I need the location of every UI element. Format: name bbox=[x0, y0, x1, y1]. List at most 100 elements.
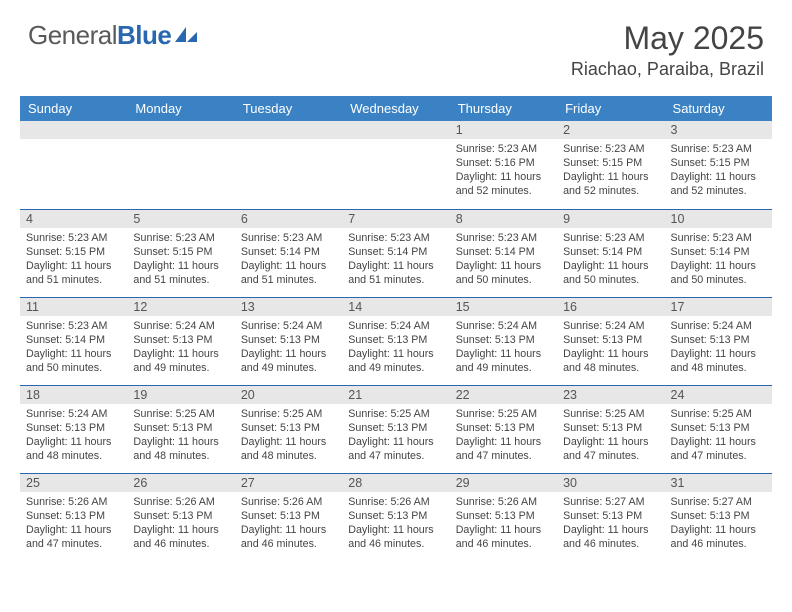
daylight-text: Daylight: 11 hours and 46 minutes. bbox=[348, 523, 443, 551]
day-number: 9 bbox=[557, 210, 664, 228]
sunrise-text: Sunrise: 5:25 AM bbox=[241, 407, 336, 421]
sunset-text: Sunset: 5:15 PM bbox=[26, 245, 121, 259]
daylight-text: Daylight: 11 hours and 51 minutes. bbox=[241, 259, 336, 287]
sunrise-text: Sunrise: 5:26 AM bbox=[348, 495, 443, 509]
sunset-text: Sunset: 5:13 PM bbox=[456, 421, 551, 435]
day-number: 8 bbox=[450, 210, 557, 228]
daylight-text: Daylight: 11 hours and 49 minutes. bbox=[456, 347, 551, 375]
daylight-text: Daylight: 11 hours and 51 minutes. bbox=[133, 259, 228, 287]
sunrise-text: Sunrise: 5:26 AM bbox=[133, 495, 228, 509]
daylight-text: Daylight: 11 hours and 52 minutes. bbox=[563, 170, 658, 198]
col-header: Monday bbox=[127, 96, 234, 121]
daylight-text: Daylight: 11 hours and 47 minutes. bbox=[671, 435, 766, 463]
day-details: Sunrise: 5:23 AMSunset: 5:15 PMDaylight:… bbox=[127, 228, 234, 292]
day-number: 23 bbox=[557, 386, 664, 404]
day-number: 1 bbox=[450, 121, 557, 139]
day-cell: 18Sunrise: 5:24 AMSunset: 5:13 PMDayligh… bbox=[20, 385, 127, 473]
sunset-text: Sunset: 5:13 PM bbox=[133, 509, 228, 523]
sunrise-text: Sunrise: 5:25 AM bbox=[348, 407, 443, 421]
day-details: Sunrise: 5:23 AMSunset: 5:15 PMDaylight:… bbox=[557, 139, 664, 203]
daylight-text: Daylight: 11 hours and 50 minutes. bbox=[456, 259, 551, 287]
day-details: Sunrise: 5:23 AMSunset: 5:15 PMDaylight:… bbox=[665, 139, 772, 203]
day-number: 24 bbox=[665, 386, 772, 404]
sunset-text: Sunset: 5:13 PM bbox=[456, 333, 551, 347]
calendar-subtitle: Riachao, Paraiba, Brazil bbox=[571, 59, 764, 80]
day-details: Sunrise: 5:25 AMSunset: 5:13 PMDaylight:… bbox=[557, 404, 664, 468]
sunrise-text: Sunrise: 5:23 AM bbox=[671, 231, 766, 245]
daylight-text: Daylight: 11 hours and 50 minutes. bbox=[563, 259, 658, 287]
sunset-text: Sunset: 5:13 PM bbox=[348, 333, 443, 347]
day-number: 17 bbox=[665, 298, 772, 316]
day-cell: 28Sunrise: 5:26 AMSunset: 5:13 PMDayligh… bbox=[342, 473, 449, 561]
day-number: 12 bbox=[127, 298, 234, 316]
sunrise-text: Sunrise: 5:23 AM bbox=[456, 142, 551, 156]
daylight-text: Daylight: 11 hours and 50 minutes. bbox=[671, 259, 766, 287]
day-cell: 11Sunrise: 5:23 AMSunset: 5:14 PMDayligh… bbox=[20, 297, 127, 385]
day-number: 4 bbox=[20, 210, 127, 228]
sunset-text: Sunset: 5:14 PM bbox=[241, 245, 336, 259]
sunrise-text: Sunrise: 5:25 AM bbox=[456, 407, 551, 421]
day-details: Sunrise: 5:25 AMSunset: 5:13 PMDaylight:… bbox=[127, 404, 234, 468]
day-details: Sunrise: 5:26 AMSunset: 5:13 PMDaylight:… bbox=[450, 492, 557, 556]
day-cell: 19Sunrise: 5:25 AMSunset: 5:13 PMDayligh… bbox=[127, 385, 234, 473]
day-cell: 25Sunrise: 5:26 AMSunset: 5:13 PMDayligh… bbox=[20, 473, 127, 561]
sunset-text: Sunset: 5:15 PM bbox=[671, 156, 766, 170]
day-details: Sunrise: 5:24 AMSunset: 5:13 PMDaylight:… bbox=[235, 316, 342, 380]
day-number: 26 bbox=[127, 474, 234, 492]
day-cell: 22Sunrise: 5:25 AMSunset: 5:13 PMDayligh… bbox=[450, 385, 557, 473]
sunset-text: Sunset: 5:13 PM bbox=[348, 509, 443, 523]
daylight-text: Daylight: 11 hours and 47 minutes. bbox=[26, 523, 121, 551]
logo: GeneralBlue bbox=[28, 20, 197, 51]
day-details: Sunrise: 5:23 AMSunset: 5:14 PMDaylight:… bbox=[235, 228, 342, 292]
day-number: 14 bbox=[342, 298, 449, 316]
day-details: Sunrise: 5:24 AMSunset: 5:13 PMDaylight:… bbox=[557, 316, 664, 380]
day-number: 18 bbox=[20, 386, 127, 404]
sunrise-text: Sunrise: 5:25 AM bbox=[563, 407, 658, 421]
sunset-text: Sunset: 5:13 PM bbox=[133, 421, 228, 435]
sunset-text: Sunset: 5:14 PM bbox=[563, 245, 658, 259]
day-number bbox=[127, 121, 234, 139]
daylight-text: Daylight: 11 hours and 50 minutes. bbox=[26, 347, 121, 375]
sunset-text: Sunset: 5:14 PM bbox=[671, 245, 766, 259]
sunrise-text: Sunrise: 5:26 AM bbox=[456, 495, 551, 509]
day-cell: 29Sunrise: 5:26 AMSunset: 5:13 PMDayligh… bbox=[450, 473, 557, 561]
day-cell: 2Sunrise: 5:23 AMSunset: 5:15 PMDaylight… bbox=[557, 121, 664, 209]
daylight-text: Daylight: 11 hours and 49 minutes. bbox=[348, 347, 443, 375]
day-details: Sunrise: 5:25 AMSunset: 5:13 PMDaylight:… bbox=[450, 404, 557, 468]
daylight-text: Daylight: 11 hours and 49 minutes. bbox=[241, 347, 336, 375]
sunrise-text: Sunrise: 5:24 AM bbox=[671, 319, 766, 333]
day-number: 30 bbox=[557, 474, 664, 492]
sunset-text: Sunset: 5:13 PM bbox=[563, 333, 658, 347]
sunrise-text: Sunrise: 5:23 AM bbox=[241, 231, 336, 245]
daylight-text: Daylight: 11 hours and 48 minutes. bbox=[241, 435, 336, 463]
col-header: Tuesday bbox=[235, 96, 342, 121]
header: GeneralBlue May 2025 Riachao, Paraiba, B… bbox=[0, 0, 792, 88]
daylight-text: Daylight: 11 hours and 47 minutes. bbox=[348, 435, 443, 463]
day-details: Sunrise: 5:26 AMSunset: 5:13 PMDaylight:… bbox=[127, 492, 234, 556]
daylight-text: Daylight: 11 hours and 51 minutes. bbox=[26, 259, 121, 287]
daylight-text: Daylight: 11 hours and 49 minutes. bbox=[133, 347, 228, 375]
day-cell: 23Sunrise: 5:25 AMSunset: 5:13 PMDayligh… bbox=[557, 385, 664, 473]
day-cell: 14Sunrise: 5:24 AMSunset: 5:13 PMDayligh… bbox=[342, 297, 449, 385]
day-details: Sunrise: 5:23 AMSunset: 5:16 PMDaylight:… bbox=[450, 139, 557, 203]
day-details: Sunrise: 5:24 AMSunset: 5:13 PMDaylight:… bbox=[127, 316, 234, 380]
sail-icon bbox=[175, 27, 197, 45]
header-row: Sunday Monday Tuesday Wednesday Thursday… bbox=[20, 96, 772, 121]
day-number bbox=[342, 121, 449, 139]
sunset-text: Sunset: 5:15 PM bbox=[563, 156, 658, 170]
sunset-text: Sunset: 5:13 PM bbox=[671, 421, 766, 435]
title-block: May 2025 Riachao, Paraiba, Brazil bbox=[571, 20, 764, 80]
day-cell: 27Sunrise: 5:26 AMSunset: 5:13 PMDayligh… bbox=[235, 473, 342, 561]
day-details: Sunrise: 5:24 AMSunset: 5:13 PMDaylight:… bbox=[450, 316, 557, 380]
day-cell: 3Sunrise: 5:23 AMSunset: 5:15 PMDaylight… bbox=[665, 121, 772, 209]
daylight-text: Daylight: 11 hours and 51 minutes. bbox=[348, 259, 443, 287]
sunset-text: Sunset: 5:13 PM bbox=[348, 421, 443, 435]
day-number: 10 bbox=[665, 210, 772, 228]
day-details: Sunrise: 5:23 AMSunset: 5:14 PMDaylight:… bbox=[557, 228, 664, 292]
calendar-title: May 2025 bbox=[571, 20, 764, 57]
sunset-text: Sunset: 5:13 PM bbox=[241, 421, 336, 435]
day-cell: 10 Sunrise: 5:23 AMSunset: 5:14 PMDayligh… bbox=[665, 209, 772, 297]
col-header: Thursday bbox=[450, 96, 557, 121]
sunset-text: Sunset: 5:15 PM bbox=[133, 245, 228, 259]
sunrise-text: Sunrise: 5:23 AM bbox=[133, 231, 228, 245]
